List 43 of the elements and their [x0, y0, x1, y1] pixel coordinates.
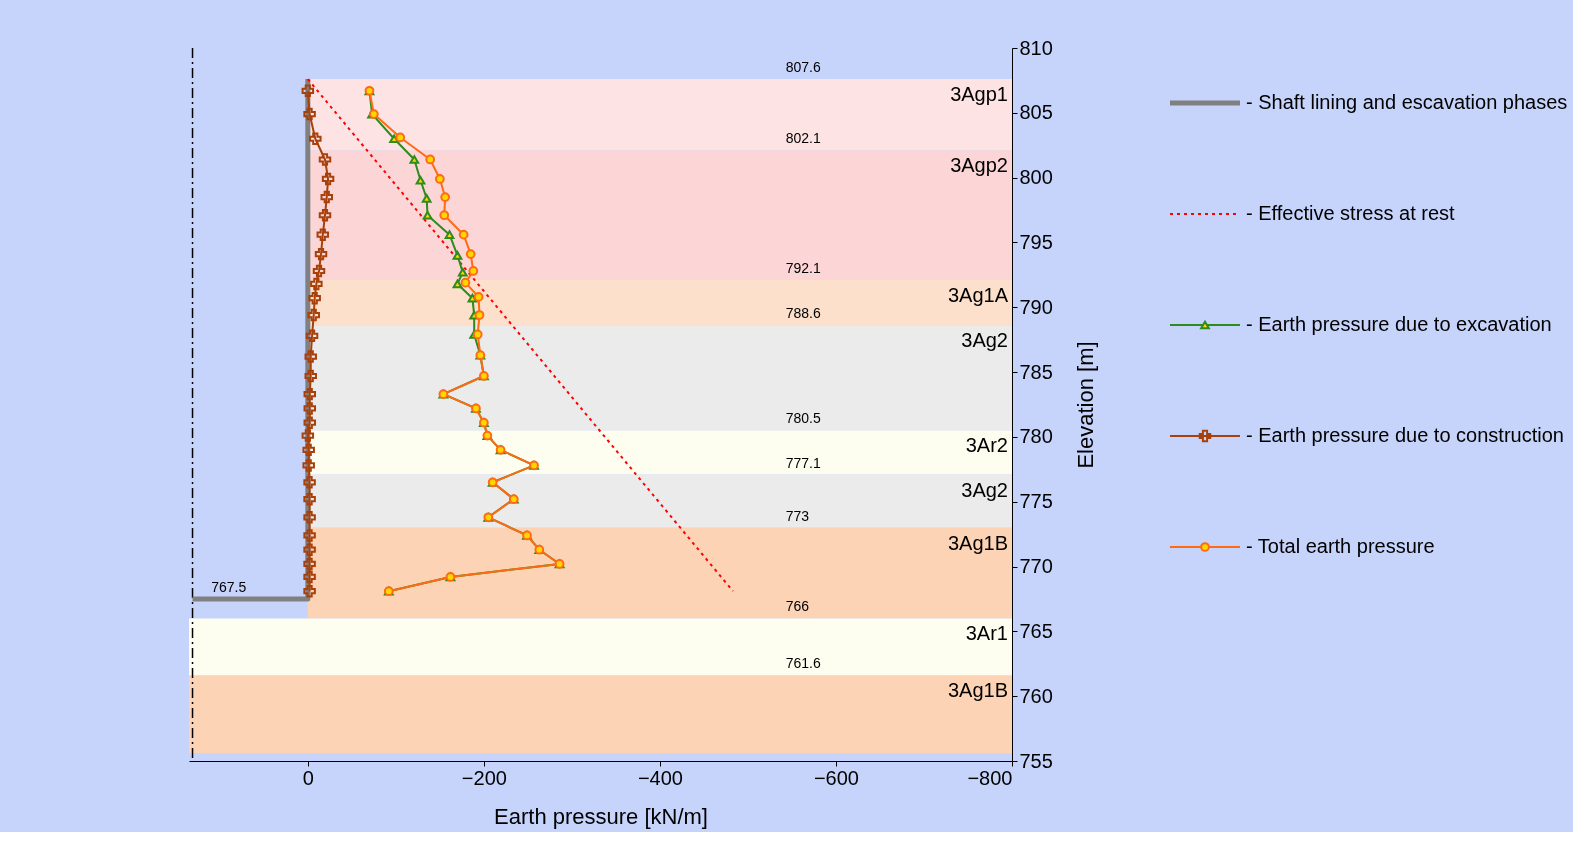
band-label: 3Agp2 — [950, 154, 1008, 177]
annotation: 792.1 — [785, 260, 821, 277]
legend-label: - Earth pressure due to construction — [1246, 424, 1564, 446]
y-tick-label: 780 — [1019, 425, 1053, 448]
y-tick-label: 810 — [1019, 36, 1053, 59]
band-label: 3Agp1 — [950, 83, 1008, 106]
band-label: 3Ag1A — [947, 284, 1009, 307]
legend-label: - Effective stress at rest — [1246, 202, 1456, 224]
annotation: 766 — [785, 598, 810, 615]
x-tick-label: −600 — [813, 766, 859, 789]
y-tick-label: 755 — [1019, 749, 1053, 772]
y-axis-title: Elevation [m] — [1072, 341, 1098, 469]
x-tick-label: −400 — [637, 766, 683, 789]
y-tick-label: 805 — [1019, 101, 1053, 124]
y-tick-label: 795 — [1019, 230, 1053, 253]
y-tick-label: 765 — [1019, 619, 1053, 642]
x-tick-label: −800 — [967, 766, 1013, 789]
annotation: 788.6 — [785, 305, 821, 322]
annotation: 777.1 — [785, 454, 821, 471]
y-tick-label: 770 — [1019, 555, 1053, 578]
band-label: 3Ar2 — [965, 434, 1008, 457]
band-label: 3Ag2 — [961, 329, 1008, 352]
y-tick-label: 790 — [1019, 295, 1053, 318]
y-tick-label: 760 — [1019, 684, 1053, 707]
band-label: 3Ag1B — [947, 679, 1008, 702]
annotation: 773 — [785, 507, 810, 524]
y-tick-label: 800 — [1019, 166, 1053, 189]
annotation: 767.5 — [211, 578, 247, 595]
band-label: 3Ag1B — [947, 531, 1008, 554]
band-label: 3Ag2 — [961, 478, 1008, 501]
legend-label: - Shaft lining and escavation phases — [1246, 91, 1568, 113]
y-tick-label: 775 — [1019, 490, 1053, 513]
band-label: 3Ar1 — [965, 622, 1008, 645]
annotation: 761.6 — [785, 655, 821, 672]
annotation: 807.6 — [785, 59, 821, 76]
x-tick-label: 0 — [302, 766, 314, 789]
x-tick-label: −200 — [461, 766, 507, 789]
x-axis-title: Earth pressure [kN/m] — [494, 803, 708, 829]
annotation: 802.1 — [785, 130, 821, 147]
legend-label: - Total earth pressure — [1246, 535, 1435, 557]
y-tick-label: 785 — [1019, 360, 1053, 383]
legend-label: - Earth pressure due to excavation — [1246, 313, 1552, 335]
annotation: 780.5 — [785, 410, 821, 427]
